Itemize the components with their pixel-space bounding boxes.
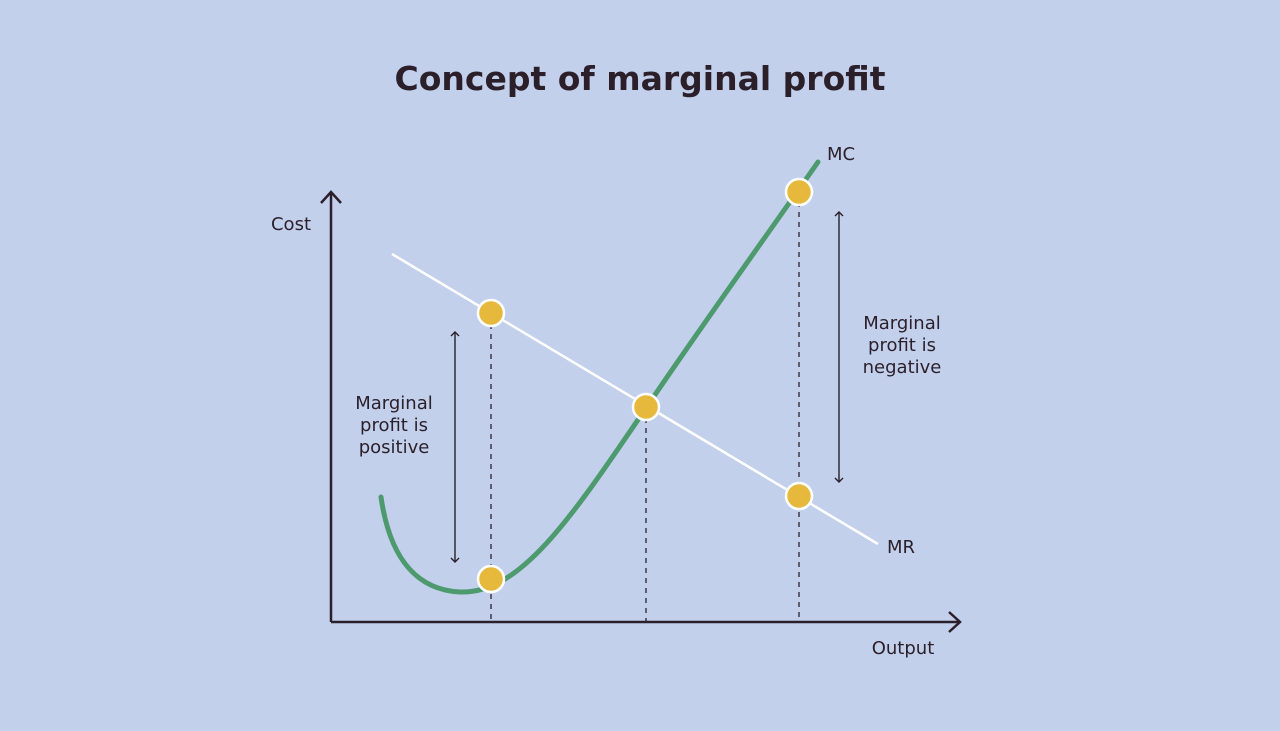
mc-label: MC — [827, 144, 855, 165]
positive-annotation: Marginal profit is positive — [355, 393, 433, 458]
positive-note-line-2: profit is — [360, 415, 428, 436]
x-axis-label: Output — [872, 638, 935, 659]
point-mc-left — [476, 564, 506, 594]
point-intersection — [631, 392, 661, 422]
mr-label: MR — [887, 537, 915, 558]
guide-lines — [490, 192, 800, 622]
x-axis-arrowhead — [948, 611, 962, 633]
positive-note-line-1: Marginal — [355, 393, 433, 414]
negative-note-line-1: Marginal — [863, 313, 941, 334]
diagram-title: Concept of marginal profit — [395, 59, 886, 98]
point-mr-left — [476, 298, 506, 328]
y-axis-arrowhead — [320, 190, 342, 204]
mc-curve — [378, 159, 821, 595]
points — [476, 177, 814, 594]
positive-note-line-3: positive — [359, 437, 430, 458]
negative-note-line-2: profit is — [868, 335, 936, 356]
negative-note-line-3: negative — [863, 357, 942, 378]
negative-annotation: Marginal profit is negative — [863, 313, 942, 378]
y-axis-label: Cost — [271, 214, 311, 235]
point-mr-right — [784, 481, 814, 511]
point-mc-right — [784, 177, 814, 207]
